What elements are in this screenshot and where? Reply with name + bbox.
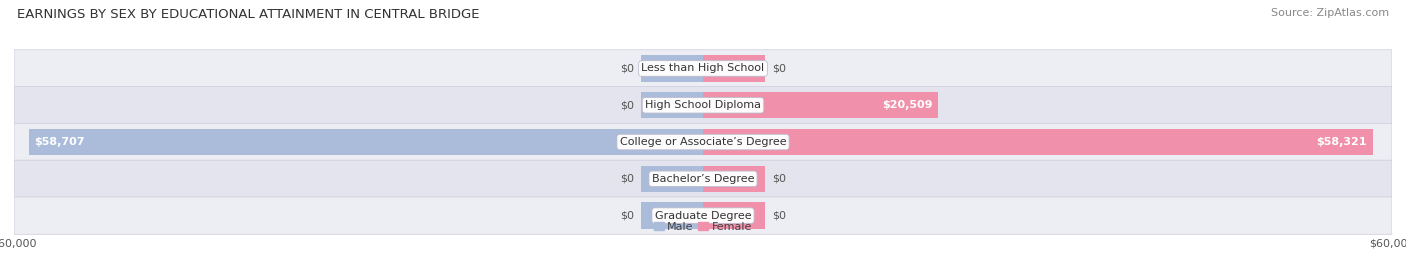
Bar xyxy=(703,92,938,118)
Bar xyxy=(30,129,703,155)
FancyBboxPatch shape xyxy=(14,87,1392,124)
Text: $0: $0 xyxy=(620,100,634,110)
Text: $58,321: $58,321 xyxy=(1316,137,1367,147)
Text: $0: $0 xyxy=(772,211,786,221)
Text: $0: $0 xyxy=(772,64,786,73)
FancyBboxPatch shape xyxy=(14,123,1392,161)
Bar xyxy=(703,55,765,82)
Text: Less than High School: Less than High School xyxy=(641,64,765,73)
Bar xyxy=(641,202,703,229)
Text: College or Associate’s Degree: College or Associate’s Degree xyxy=(620,137,786,147)
Bar xyxy=(641,166,703,192)
FancyBboxPatch shape xyxy=(14,197,1392,234)
Text: Graduate Degree: Graduate Degree xyxy=(655,211,751,221)
Bar xyxy=(641,55,703,82)
Bar xyxy=(703,166,765,192)
Text: $0: $0 xyxy=(620,64,634,73)
FancyBboxPatch shape xyxy=(14,160,1392,198)
Bar xyxy=(703,202,765,229)
Text: High School Diploma: High School Diploma xyxy=(645,100,761,110)
Text: $0: $0 xyxy=(620,174,634,184)
Text: $58,707: $58,707 xyxy=(34,137,84,147)
Legend: Male, Female: Male, Female xyxy=(654,222,752,232)
Bar xyxy=(641,92,703,118)
Text: $0: $0 xyxy=(620,211,634,221)
Text: $20,509: $20,509 xyxy=(883,100,934,110)
Bar xyxy=(703,129,1372,155)
Text: EARNINGS BY SEX BY EDUCATIONAL ATTAINMENT IN CENTRAL BRIDGE: EARNINGS BY SEX BY EDUCATIONAL ATTAINMEN… xyxy=(17,8,479,21)
Text: Source: ZipAtlas.com: Source: ZipAtlas.com xyxy=(1271,8,1389,18)
FancyBboxPatch shape xyxy=(14,50,1392,87)
Text: $0: $0 xyxy=(772,174,786,184)
Text: Bachelor’s Degree: Bachelor’s Degree xyxy=(652,174,754,184)
